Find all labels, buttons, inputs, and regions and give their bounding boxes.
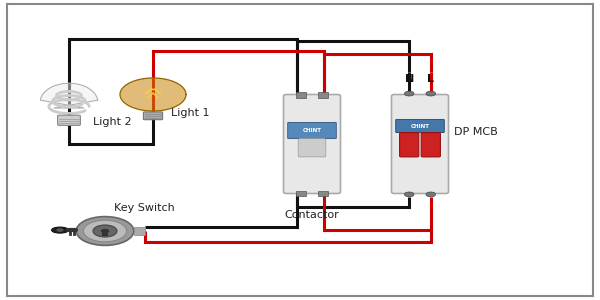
Text: Light 1: Light 1 (171, 108, 209, 118)
Circle shape (426, 91, 436, 96)
FancyBboxPatch shape (58, 115, 80, 125)
Text: CHINT: CHINT (302, 128, 322, 133)
FancyBboxPatch shape (400, 133, 419, 157)
Bar (318, 190, 328, 196)
FancyBboxPatch shape (298, 139, 326, 157)
Bar (134, 227, 145, 235)
FancyBboxPatch shape (284, 94, 341, 194)
Circle shape (101, 229, 109, 233)
Text: Contactor: Contactor (284, 210, 340, 220)
Text: Key Switch: Key Switch (113, 203, 175, 213)
FancyBboxPatch shape (392, 94, 448, 194)
Text: Light 2: Light 2 (93, 117, 131, 127)
Circle shape (426, 192, 436, 197)
FancyBboxPatch shape (396, 119, 444, 133)
FancyBboxPatch shape (421, 133, 440, 157)
Circle shape (93, 225, 117, 237)
Circle shape (404, 192, 414, 197)
Text: CHINT: CHINT (410, 124, 430, 129)
Text: DP MCB: DP MCB (454, 127, 497, 137)
Circle shape (404, 91, 414, 96)
Text: N: N (404, 74, 414, 84)
FancyBboxPatch shape (143, 112, 163, 120)
Circle shape (83, 220, 127, 242)
Circle shape (56, 228, 64, 232)
Text: L: L (427, 74, 434, 84)
FancyBboxPatch shape (288, 122, 337, 139)
Bar (296, 92, 306, 98)
Ellipse shape (52, 227, 68, 233)
Circle shape (76, 217, 134, 245)
FancyBboxPatch shape (7, 4, 593, 296)
Bar (318, 92, 328, 98)
Bar (296, 190, 306, 196)
Polygon shape (40, 83, 98, 108)
Polygon shape (120, 78, 186, 111)
Bar (102, 232, 108, 236)
